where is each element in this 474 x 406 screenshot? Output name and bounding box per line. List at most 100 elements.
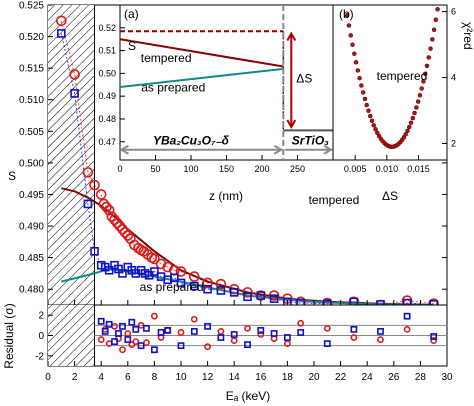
inset-b-panel-label: (b)	[339, 7, 354, 21]
main-data-point-circle	[82, 167, 94, 178]
x-tick-label: 14	[229, 372, 241, 383]
residual-point-circle	[244, 324, 251, 332]
x-tick-label: 0	[45, 372, 51, 383]
inset-b-data-point	[424, 63, 430, 69]
inset-b-series-label: tempered	[377, 69, 428, 83]
main-annotation-as-prepared: as prepared	[140, 280, 204, 294]
inset-b-data-point	[431, 27, 437, 33]
inset-a-layer-label-ybco: YBa₂Cu₃O₇₋δ	[153, 134, 230, 148]
main-data-point-square	[56, 29, 66, 38]
residual-point-square	[105, 320, 113, 328]
main-data-point-circle	[89, 179, 100, 191]
residual-y-tick-label: 0	[38, 331, 44, 342]
residual-point-circle	[230, 337, 238, 344]
main-data-point-square	[70, 89, 79, 98]
inset-b-data-point	[344, 13, 350, 18]
main-data-point-circle	[109, 214, 120, 226]
main-y-tick-label: 0.505	[19, 127, 44, 138]
residual-point-circle	[177, 329, 185, 336]
residual-point-square	[403, 312, 411, 320]
main-y-tick-label: 0.485	[19, 253, 44, 264]
main-data-point-circle	[401, 295, 413, 305]
residual-y-axis-ticks: -2 0 2	[35, 311, 53, 362]
inset-b-data-point	[371, 122, 377, 128]
inset-a-ticks: 0 50 100 150 200 250 0.47 0.48 0.49 0.50 0.51 0.52	[98, 23, 305, 174]
inset-a-delta-label: ΔS	[296, 72, 312, 86]
residual-point-square	[297, 329, 305, 336]
main-data-point-square	[243, 292, 252, 302]
inset-b-data-point	[410, 115, 416, 121]
inset-b-data-point	[359, 83, 364, 88]
inset-b-data-point	[403, 132, 408, 137]
inset-b-data-point	[422, 71, 428, 77]
inset-a-x-tick-label: 150	[219, 164, 234, 174]
inset-a-layer-arrows	[119, 144, 334, 155]
inset-b-data-point	[369, 118, 375, 124]
main-data-point-square	[376, 300, 385, 305]
residual-point-square	[230, 331, 238, 338]
inset-b-data-point	[417, 93, 423, 98]
main-data-point-circle	[106, 211, 118, 222]
residual-point-square	[190, 328, 198, 335]
residual-point-square	[119, 322, 126, 330]
inset-b-data-point	[412, 110, 417, 116]
inset-b-data-point	[357, 75, 362, 81]
inset-a-delta-arrow	[286, 31, 297, 129]
main-data-point-circle	[228, 283, 240, 295]
residual-point-circle	[217, 328, 225, 335]
main-data-point-square	[190, 281, 199, 291]
inset-a-panel-label: (a)	[124, 7, 139, 21]
inset-a-profile-line	[120, 67, 284, 89]
main-y-tick-label: 0.515	[19, 64, 44, 75]
inset-b-data-point	[366, 108, 371, 113]
main-data-point-circle	[202, 277, 213, 289]
main-data-points	[55, 15, 439, 305]
inset-b-ticks: 0.005 0.010 0.015 2 4 6	[344, 7, 456, 174]
residual-point-square	[101, 328, 109, 335]
inset-a-y-tick-label: 0.47	[98, 137, 116, 147]
main-y-tick-label: 0.525	[19, 1, 44, 12]
inset-b-data-point	[435, 7, 440, 12]
main-data-point-circle	[215, 278, 227, 290]
main-data-point-square	[402, 298, 412, 305]
residual-point-square	[257, 327, 265, 334]
main-data-point-circle	[149, 253, 160, 265]
main-data-point-square	[269, 294, 279, 303]
residual-point-circle	[190, 315, 198, 323]
inset-a-x-tick-label: 50	[150, 164, 160, 174]
inset-b-x-tick-label: 0.005	[344, 164, 367, 174]
main-data-point-circle	[155, 258, 167, 270]
inset-a-annotation-tempered: tempered	[141, 51, 192, 65]
residual-point-square	[111, 338, 118, 345]
main-y-axis-label: S	[8, 169, 16, 183]
inset-a-profile-line	[120, 38, 284, 68]
x-tick-label: 30	[441, 372, 453, 383]
main-data-point-circle	[162, 261, 173, 273]
main-data-point-circle	[295, 296, 306, 305]
residual-point-circle	[297, 319, 305, 327]
residual-point-square	[323, 340, 331, 348]
inset-b-data-point	[419, 86, 424, 91]
residual-point-circle	[257, 331, 265, 338]
inset-b-data-point	[414, 105, 419, 110]
main-data-point-square	[118, 269, 127, 278]
inset-b-data-point	[350, 42, 355, 47]
residual-point-square	[151, 346, 158, 354]
main-data-point-square	[150, 267, 159, 276]
main-data-point-square	[170, 273, 179, 283]
residual-y-axis-label: Residual (σ)	[2, 303, 16, 368]
inset-b-data-point	[346, 23, 352, 28]
x-tick-label: 24	[362, 372, 374, 383]
x-tick-label: 26	[388, 372, 400, 383]
residual-point-circle	[204, 343, 211, 351]
residual-point-square	[283, 334, 291, 341]
residual-point-square	[350, 325, 358, 333]
residual-point-circle	[150, 312, 158, 320]
residual-point-square	[132, 325, 140, 333]
main-data-point-square	[176, 278, 186, 288]
inset-b-data-point	[352, 51, 357, 56]
inset-a-lines	[120, 30, 333, 132]
main-data-point-square	[83, 199, 93, 209]
inset-a-x-tick-label: 100	[183, 164, 198, 174]
